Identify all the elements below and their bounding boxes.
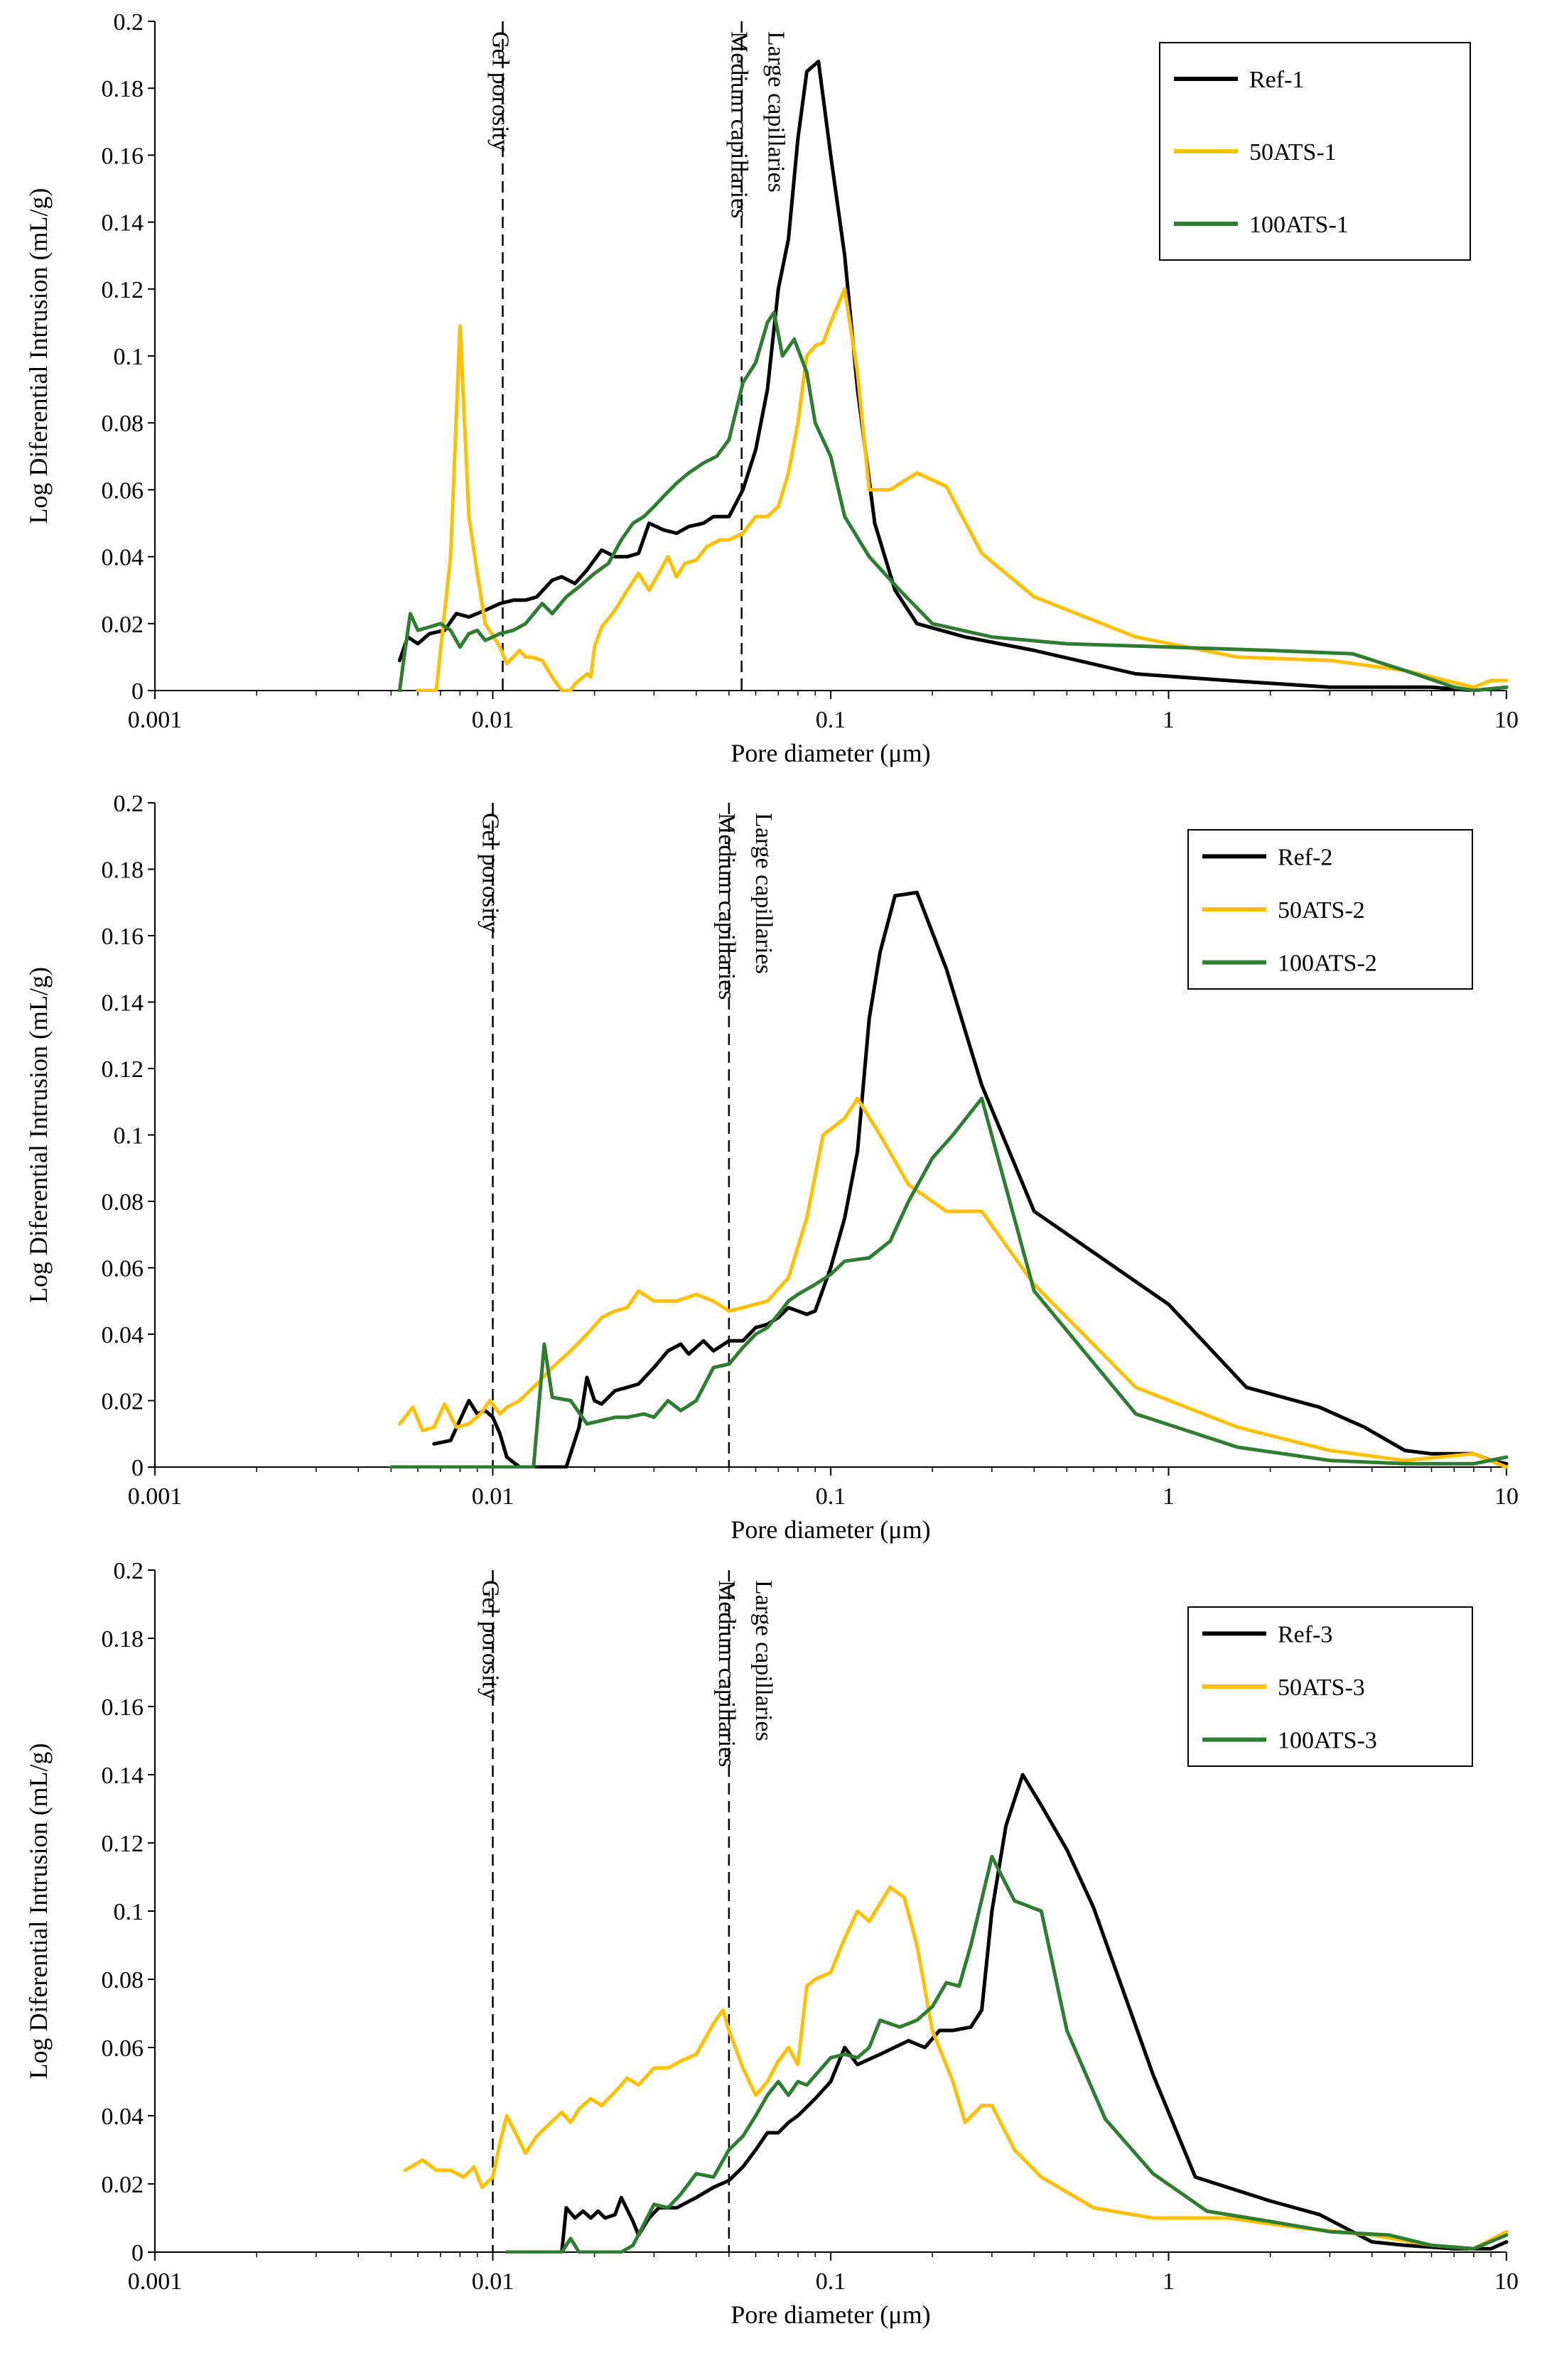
legend: Ref-3 50ATS-3 100ATS-3 [1187, 1606, 1473, 1767]
legend-label: 50ATS-3 [1278, 1675, 1365, 1701]
y-tick-label: 0 [131, 2240, 144, 2266]
region-label: Gel porosity [478, 813, 504, 933]
legend-label: 100ATS-2 [1278, 951, 1377, 977]
y-tick-label: 0.1 [114, 344, 144, 370]
x-tick-label: 0.1 [816, 1483, 846, 1510]
x-tick-label: 0.001 [128, 1483, 183, 1510]
y-tick-label: 0.18 [102, 76, 144, 102]
x-tick-label: 0.01 [472, 1483, 514, 1510]
chart-panel-1: 0 0.02 0.04 0.06 0.08 0.1 0.12 0.14 0.16 0.18 0.2 0… [24, 9, 1519, 767]
y-tick-label: 0.04 [102, 2104, 144, 2130]
region-label: Large capillaries [763, 31, 789, 193]
y-tick-label: 0.16 [102, 143, 144, 169]
legend-label: 100ATS-3 [1278, 1728, 1377, 1754]
y-tick-label: 0.06 [102, 477, 144, 504]
x-axis-label: Pore diameter (μm) [730, 2300, 930, 2329]
y-tick-label: 0.08 [102, 1967, 144, 1994]
y-axis-label: Log Diferential Intrusion (mL/g) [24, 1743, 53, 2079]
series-line-100ATS-2 [389, 1096, 1509, 1468]
region-label: Medium capillaries [713, 1580, 740, 1767]
y-tick-label: 0.14 [102, 1763, 144, 1789]
y-tick-label: 0.08 [102, 1189, 144, 1216]
y-tick-label: 0.04 [102, 545, 144, 571]
y-tick-label: 0.08 [102, 411, 144, 437]
y-tick-label: 0.02 [102, 612, 144, 638]
y-tick-label: 0.02 [102, 2172, 144, 2198]
series-line-100ATS-1 [397, 310, 1509, 692]
y-tick-label: 0.12 [102, 1831, 144, 1857]
region-label: Medium capillaries [726, 31, 753, 218]
series-line-50ATS-1 [416, 287, 1509, 692]
x-axis-label: Pore diameter (μm) [730, 1515, 930, 1544]
x-tick-label: 0.001 [128, 2268, 183, 2295]
legend: Ref-1 50ATS-1 100ATS-1 [1159, 42, 1471, 261]
series-line-Ref-2 [432, 890, 1509, 1468]
x-tick-label: 0.1 [816, 2268, 846, 2295]
series-line-Ref-1 [397, 60, 1509, 692]
x-tick-label: 0.1 [816, 707, 846, 733]
series-line-50ATS-3 [403, 1885, 1509, 2251]
y-tick-label: 0.14 [102, 210, 144, 237]
y-tick-label: 0.06 [102, 1256, 144, 1282]
y-tick-label: 0.1 [114, 1123, 144, 1150]
chart-panel-2: 0 0.02 0.04 0.06 0.08 0.1 0.12 0.14 0.16 0.18 0.2 0… [24, 791, 1519, 1544]
y-tick-label: 0.06 [102, 2035, 144, 2062]
legend-label: 100ATS-1 [1249, 212, 1349, 238]
y-tick-label: 0.2 [114, 1558, 144, 1584]
y-tick-label: 0.14 [102, 990, 144, 1017]
x-tick-label: 0.01 [472, 707, 514, 733]
x-tick-label: 0.001 [128, 707, 183, 733]
y-axis-label: Log Diferential Intrusion (mL/g) [24, 967, 53, 1303]
y-tick-label: 0 [131, 678, 144, 705]
legend-label: Ref-3 [1278, 1621, 1332, 1648]
region-label: Medium capillaries [713, 813, 740, 1000]
y-tick-label: 0.2 [114, 791, 144, 817]
legend: Ref-2 50ATS-2 100ATS-2 [1187, 829, 1473, 990]
legend-label: 50ATS-1 [1249, 139, 1337, 166]
x-tick-label: 10 [1494, 2268, 1519, 2295]
y-tick-label: 0 [131, 1455, 144, 1481]
x-tick-label: 0.01 [472, 2268, 514, 2295]
legend-label: Ref-1 [1249, 67, 1304, 93]
x-tick-label: 1 [1163, 2268, 1175, 2295]
y-tick-label: 0.18 [102, 1626, 144, 1653]
region-label: Gel porosity [478, 1580, 504, 1700]
series-line-100ATS-3 [505, 1854, 1509, 2254]
y-tick-label: 0.16 [102, 1694, 144, 1721]
y-axis-label: Log Diferential Intrusion (mL/g) [24, 188, 53, 524]
series-line-50ATS-2 [397, 1096, 1509, 1468]
y-tick-label: 0.2 [114, 9, 144, 36]
y-tick-label: 0.12 [102, 277, 144, 303]
x-tick-label: 1 [1163, 1483, 1175, 1510]
x-axis-label: Pore diameter (μm) [730, 739, 930, 767]
chart-panel-3: 0 0.02 0.04 0.06 0.08 0.1 0.12 0.14 0.16 0.18 0.2 0… [24, 1558, 1519, 2329]
x-tick-label: 10 [1494, 707, 1519, 733]
legend-label: 50ATS-2 [1278, 897, 1365, 924]
x-tick-label: 10 [1494, 1483, 1519, 1510]
y-tick-label: 0.04 [102, 1322, 144, 1348]
y-tick-label: 0.1 [114, 1899, 144, 1925]
y-tick-label: 0.12 [102, 1056, 144, 1083]
series-line-Ref-3 [549, 1773, 1509, 2254]
y-tick-label: 0.02 [102, 1389, 144, 1415]
legend-label: Ref-2 [1278, 844, 1332, 870]
y-tick-label: 0.16 [102, 924, 144, 950]
region-label: Large capillaries [750, 813, 777, 974]
region-label: Large capillaries [750, 1580, 777, 1741]
y-tick-label: 0.18 [102, 858, 144, 884]
region-label: Gel porosity [487, 31, 513, 151]
x-tick-label: 1 [1163, 707, 1175, 733]
